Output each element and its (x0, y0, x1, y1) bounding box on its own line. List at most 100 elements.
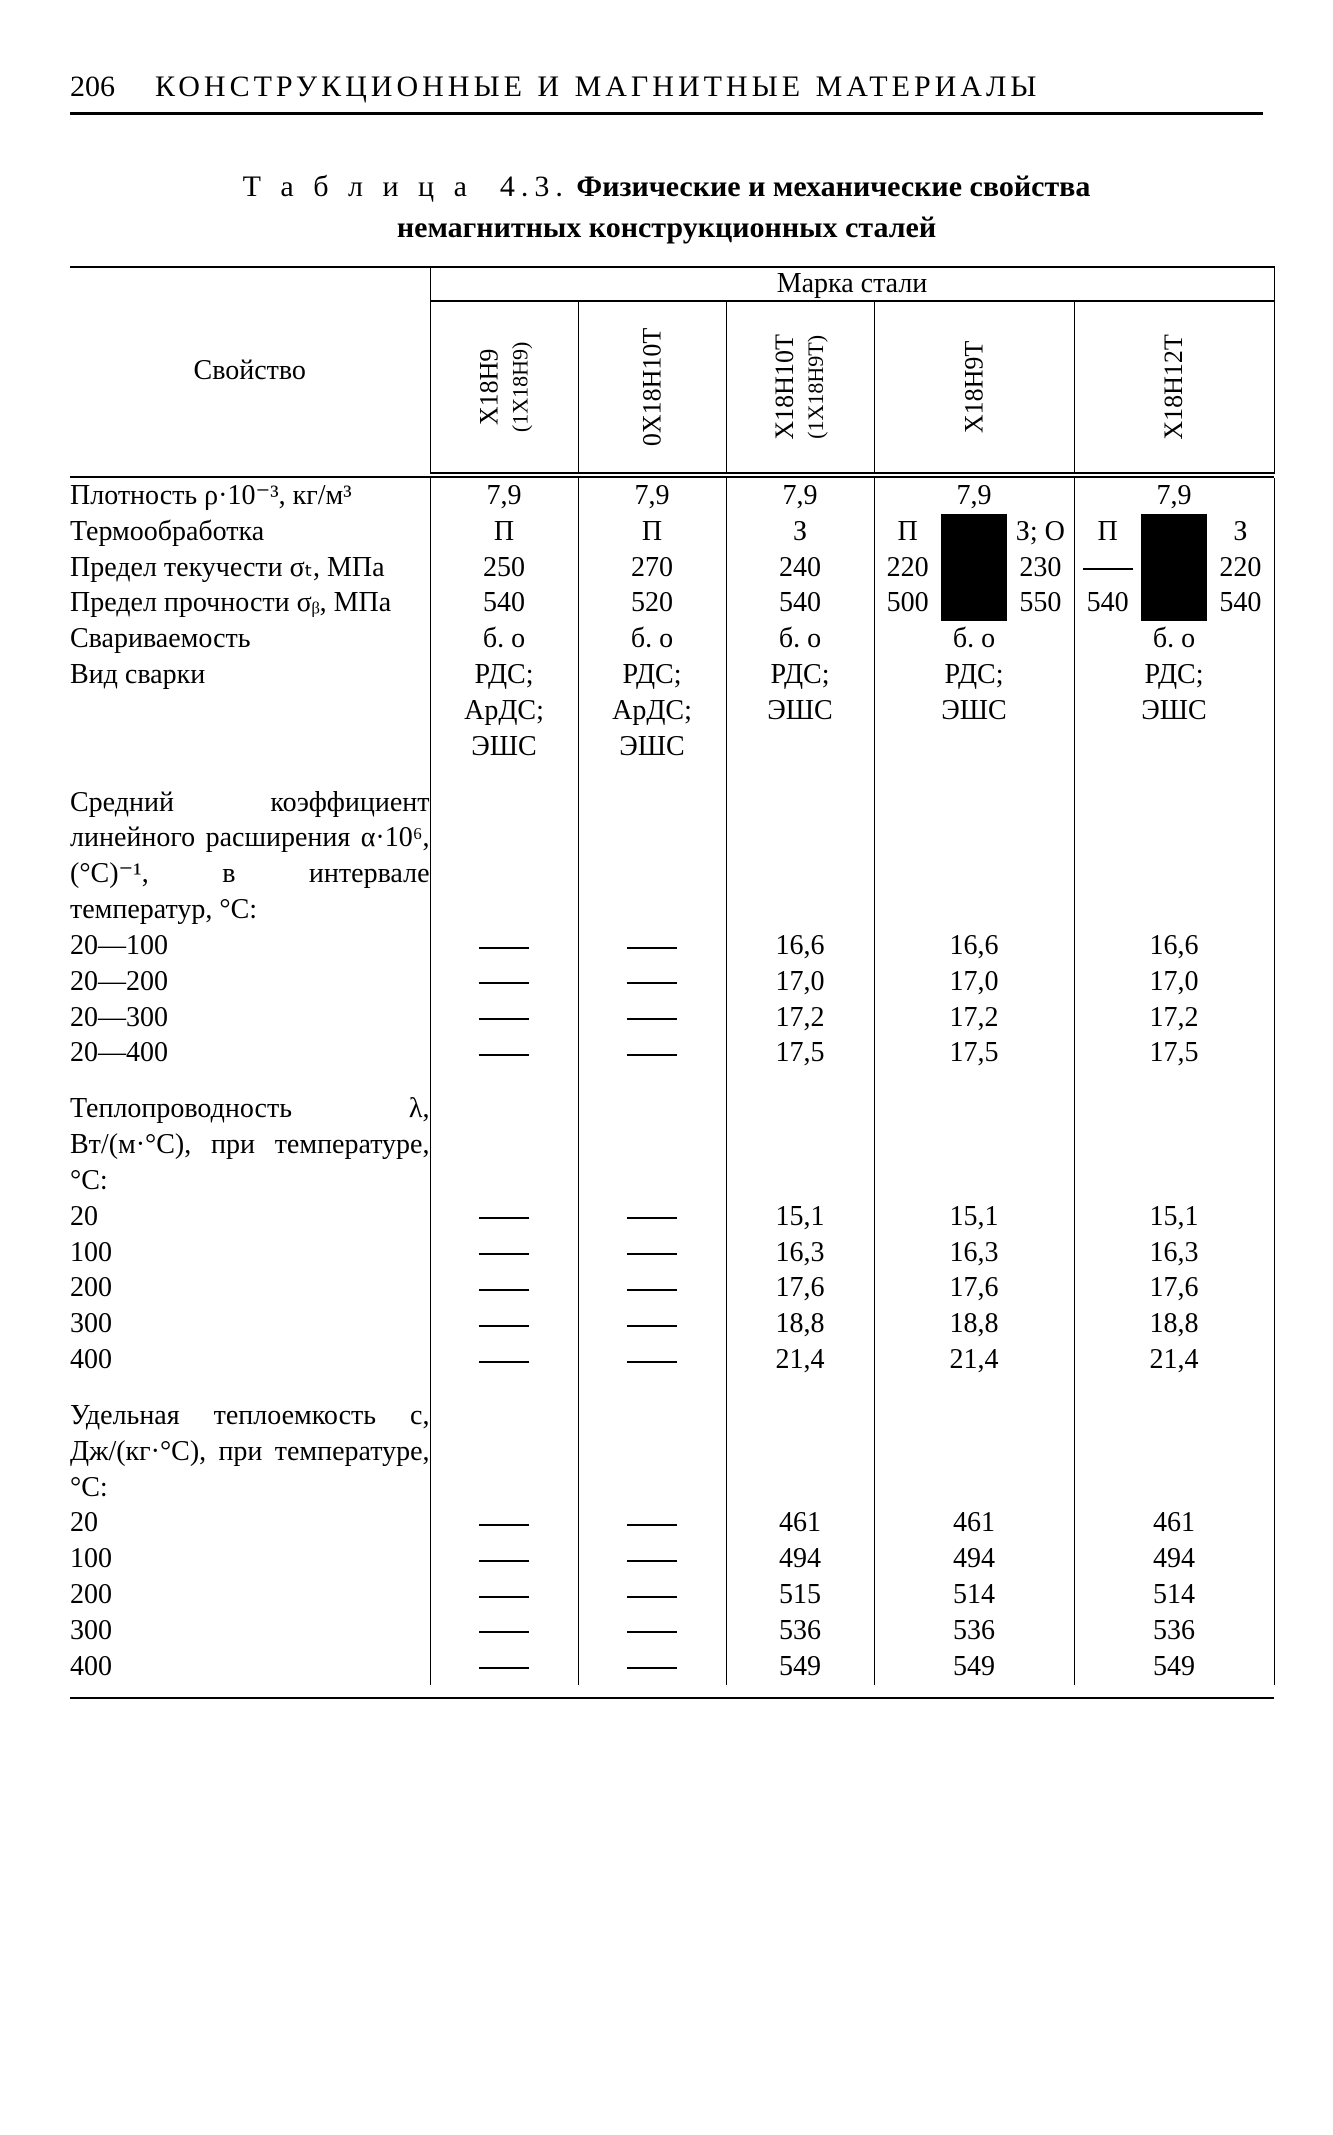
caption-prefix: Т а б л и ц а 4.3. (243, 170, 569, 203)
lambda-g5-4: 21,4 (1074, 1342, 1274, 1378)
alpha-g2-0 (578, 928, 726, 964)
lambda-g1-4 (430, 1342, 578, 1378)
lambda-g2-4 (578, 1342, 726, 1378)
alpha-g3-1: 17,0 (726, 964, 874, 1000)
c-g1-4 (430, 1649, 578, 1685)
group-lambda: Теплопроводность λ, Вт/(м·°С), при темпе… (70, 1091, 430, 1198)
c-t-4: 400 (70, 1649, 430, 1685)
prop-density: Плотность ρ·10⁻³, кг/м³ (70, 478, 430, 514)
col-grade-header: Марка стали (777, 268, 928, 299)
c-t-0: 20 (70, 1505, 430, 1541)
prop-strength: Предел прочности σᵦ, МПа (70, 585, 430, 621)
c-g4-3: 536 (874, 1613, 1074, 1649)
lambda-g3-3: 18,8 (726, 1306, 874, 1342)
lambda-g1-0 (430, 1199, 578, 1235)
alpha-g2-2 (578, 1000, 726, 1036)
lambda-t-1: 100 (70, 1235, 430, 1271)
c-g4-1: 494 (874, 1541, 1074, 1577)
c-g2-4 (578, 1649, 726, 1685)
heat-g5: ПЗ (1074, 514, 1274, 550)
c-t-2: 200 (70, 1577, 430, 1613)
yield-g5: 220 (1074, 550, 1274, 586)
lambda-g3-4: 21,4 (726, 1342, 874, 1378)
c-g1-3 (430, 1613, 578, 1649)
wtype-g1: РДС;АрДС;ЭШС (430, 657, 578, 764)
grade-2: 0Х18Н10Т (637, 328, 667, 446)
alpha-g5-0: 16,6 (1074, 928, 1274, 964)
alpha-g5-3: 17,5 (1074, 1035, 1274, 1071)
prop-weld: Свариваемость (70, 621, 430, 657)
group-alpha: Средний коэффициент линейного расширения… (70, 785, 430, 928)
yield-g4: 220230 (874, 550, 1074, 586)
lambda-g1-1 (430, 1235, 578, 1271)
alpha-g2-3 (578, 1035, 726, 1071)
alpha-t-3: 20—400 (70, 1035, 430, 1071)
lambda-g3-1: 16,3 (726, 1235, 874, 1271)
wtype-g5: РДС;ЭШС (1074, 657, 1274, 764)
density-g1: 7,9 (430, 478, 578, 514)
lambda-g5-0: 15,1 (1074, 1199, 1274, 1235)
heat-g4: ПЗ; О (874, 514, 1074, 550)
heat-g3: З (726, 514, 874, 550)
alpha-g4-0: 16,6 (874, 928, 1074, 964)
lambda-t-2: 200 (70, 1270, 430, 1306)
weld-g3: б. о (726, 621, 874, 657)
c-t-3: 300 (70, 1613, 430, 1649)
c-g1-2 (430, 1577, 578, 1613)
alpha-t-2: 20—300 (70, 1000, 430, 1036)
weld-g2: б. о (578, 621, 726, 657)
weld-g4: б. о (874, 621, 1074, 657)
c-g5-0: 461 (1074, 1505, 1274, 1541)
c-g4-4: 549 (874, 1649, 1074, 1685)
alpha-g3-0: 16,6 (726, 928, 874, 964)
alpha-g5-2: 17,2 (1074, 1000, 1274, 1036)
caption-line1: Физические и механические свойства (576, 170, 1090, 203)
c-g2-1 (578, 1541, 726, 1577)
prop-yield: Предел текучести σₜ, МПа (70, 550, 430, 586)
prop-heat: Термообработка (70, 514, 430, 550)
table-caption: Т а б л и ц а 4.3. Физические и механиче… (70, 167, 1263, 248)
alpha-g4-1: 17,0 (874, 964, 1074, 1000)
alpha-t-1: 20—200 (70, 964, 430, 1000)
alpha-g1-2 (430, 1000, 578, 1036)
c-g3-3: 536 (726, 1613, 874, 1649)
grade-5: Х18Н12Т (1159, 334, 1189, 439)
alpha-g3-3: 17,5 (726, 1035, 874, 1071)
grade-1: Х18Н9(1Х18Н9) (474, 342, 534, 432)
c-g2-3 (578, 1613, 726, 1649)
c-g5-3: 536 (1074, 1613, 1274, 1649)
alpha-g1-1 (430, 964, 578, 1000)
c-g5-1: 494 (1074, 1541, 1274, 1577)
c-g3-1: 494 (726, 1541, 874, 1577)
yield-g3: 240 (726, 550, 874, 586)
alpha-t-0: 20—100 (70, 928, 430, 964)
alpha-g2-1 (578, 964, 726, 1000)
yield-g2: 270 (578, 550, 726, 586)
lambda-g2-2 (578, 1270, 726, 1306)
c-g3-0: 461 (726, 1505, 874, 1541)
c-g5-4: 549 (1074, 1649, 1274, 1685)
c-g3-4: 549 (726, 1649, 874, 1685)
weld-g5: б. о (1074, 621, 1274, 657)
lambda-g4-2: 17,6 (874, 1270, 1074, 1306)
lambda-g5-1: 16,3 (1074, 1235, 1274, 1271)
page-number: 206 (70, 70, 115, 104)
c-g4-0: 461 (874, 1505, 1074, 1541)
density-g2: 7,9 (578, 478, 726, 514)
c-g2-2 (578, 1577, 726, 1613)
wtype-g4: РДС;ЭШС (874, 657, 1074, 764)
str-g4: 500550 (874, 585, 1074, 621)
density-g3: 7,9 (726, 478, 874, 514)
c-g5-2: 514 (1074, 1577, 1274, 1613)
c-g2-0 (578, 1505, 726, 1541)
lambda-g4-4: 21,4 (874, 1342, 1074, 1378)
lambda-g1-3 (430, 1306, 578, 1342)
lambda-g2-3 (578, 1306, 726, 1342)
wtype-g2: РДС;АрДС;ЭШС (578, 657, 726, 764)
lambda-g3-0: 15,1 (726, 1199, 874, 1235)
grade-3: Х18Н10Т(1Х18Н9Т) (770, 334, 830, 439)
lambda-g4-1: 16,3 (874, 1235, 1074, 1271)
prop-wtype: Вид сварки (70, 657, 430, 764)
heat-g2: П (578, 514, 726, 550)
alpha-g4-3: 17,5 (874, 1035, 1074, 1071)
